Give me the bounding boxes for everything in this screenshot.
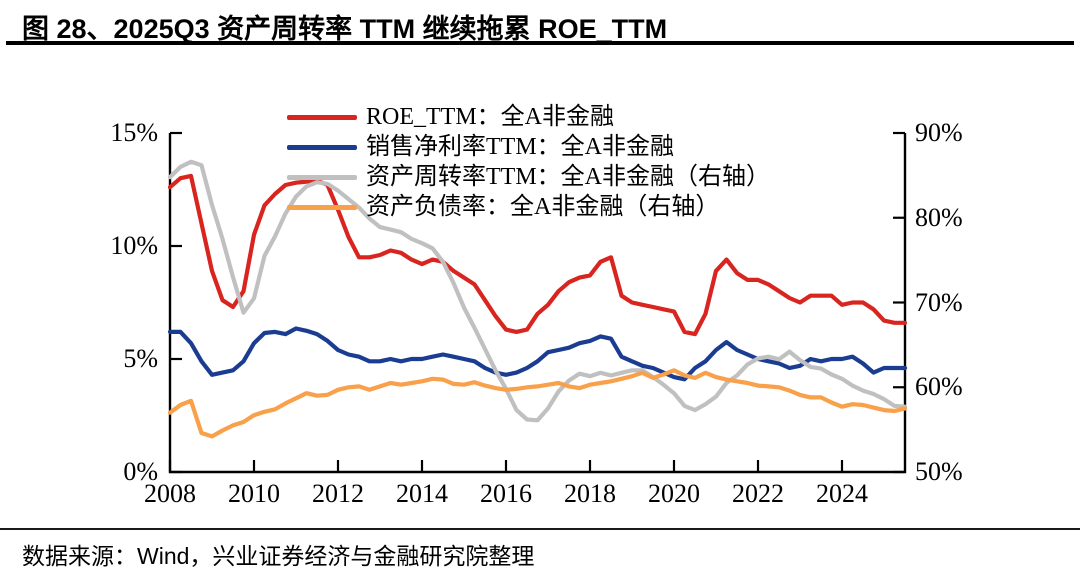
footer-rule [0,528,1080,530]
legend-line-swatch [287,204,357,210]
asset-turnover-line [167,159,908,423]
legend-item: 销售净利率TTM：全A非金融 [287,132,770,162]
x-axis-tick-label: 2012 [312,479,364,508]
x-axis-tick-label: 2016 [480,479,532,508]
x-axis-tick-label: 2010 [228,479,280,508]
y-axis-tick-label-right: 90% [915,118,963,147]
y-axis-tick-label-right: 50% [915,457,963,486]
x-axis-tick-label: 2008 [144,479,196,508]
title-rule [6,41,1074,45]
x-axis-tick-label: 2022 [732,479,784,508]
y-axis-tick-label-right: 70% [915,287,963,317]
roe-ttm-line [167,173,908,337]
net-margin-line [167,326,908,382]
y-axis-tick-label-left: 15% [110,118,158,147]
y-axis-tick-label-left: 0% [123,457,158,486]
figure-title: 图 28、2025Q3 资产周转率 TTM 继续拖累 ROE_TTM [22,14,668,44]
legend-line-swatch [287,114,357,120]
legend-item: 资产负债率：全A非金融（右轴） [287,192,770,222]
y-axis-tick-label-left: 5% [123,344,158,373]
x-axis-tick-label: 2018 [564,479,616,508]
legend-label: 资产负债率：全A非金融（右轴） [366,194,720,220]
legend-label: ROE_TTM：全A非金融 [366,104,614,130]
chart-canvas [167,131,908,474]
legend-line-swatch [287,174,357,180]
source-note: 数据来源：Wind，兴业证券经济与金融研究院整理 [22,543,535,569]
y-axis-tick-label-right: 80% [915,202,963,232]
legend-label: 资产周转率TTM：全A非金融（右轴） [366,164,770,190]
y-axis-tick-label-right: 60% [915,372,963,402]
legend-item: 资产周转率TTM：全A非金融（右轴） [287,162,770,192]
chart-area: 15% 10% 5% 0% 90% 80% 70% 60% 50% 2008 2010 2012 201… [0,46,1080,526]
x-axis-tick-label: 2020 [648,479,700,508]
debt-ratio-line [167,368,908,439]
x-axis-tick-label: 2024 [816,479,868,508]
legend-label: 销售净利率TTM：全A非金融 [366,134,674,160]
legend-item: ROE_TTM：全A非金融 [287,102,770,132]
legend: ROE_TTM：全A非金融销售净利率TTM：全A非金融资产周转率TTM：全A非金… [287,102,770,222]
x-axis-tick-label: 2014 [396,479,448,508]
legend-line-swatch [287,144,357,150]
y-axis-tick-label-left: 10% [110,231,158,260]
